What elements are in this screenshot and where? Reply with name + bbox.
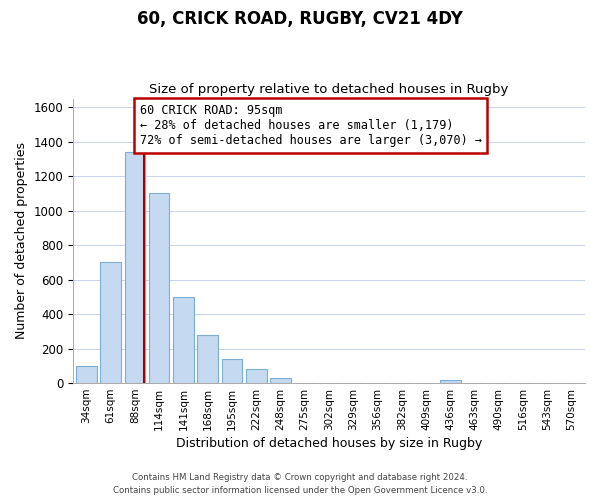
Bar — [270, 378, 291, 383]
Bar — [149, 194, 169, 383]
Bar — [221, 359, 242, 383]
Bar — [100, 262, 121, 383]
Bar — [197, 335, 218, 383]
Bar — [125, 152, 145, 383]
Text: 60 CRICK ROAD: 95sqm
← 28% of detached houses are smaller (1,179)
72% of semi-de: 60 CRICK ROAD: 95sqm ← 28% of detached h… — [140, 104, 482, 147]
Bar — [76, 366, 97, 383]
Text: Contains HM Land Registry data © Crown copyright and database right 2024.
Contai: Contains HM Land Registry data © Crown c… — [113, 474, 487, 495]
Y-axis label: Number of detached properties: Number of detached properties — [15, 142, 28, 340]
X-axis label: Distribution of detached houses by size in Rugby: Distribution of detached houses by size … — [176, 437, 482, 450]
Text: 60, CRICK ROAD, RUGBY, CV21 4DY: 60, CRICK ROAD, RUGBY, CV21 4DY — [137, 10, 463, 28]
Bar — [246, 370, 266, 383]
Bar — [173, 297, 194, 383]
Title: Size of property relative to detached houses in Rugby: Size of property relative to detached ho… — [149, 83, 509, 96]
Bar — [440, 380, 461, 383]
